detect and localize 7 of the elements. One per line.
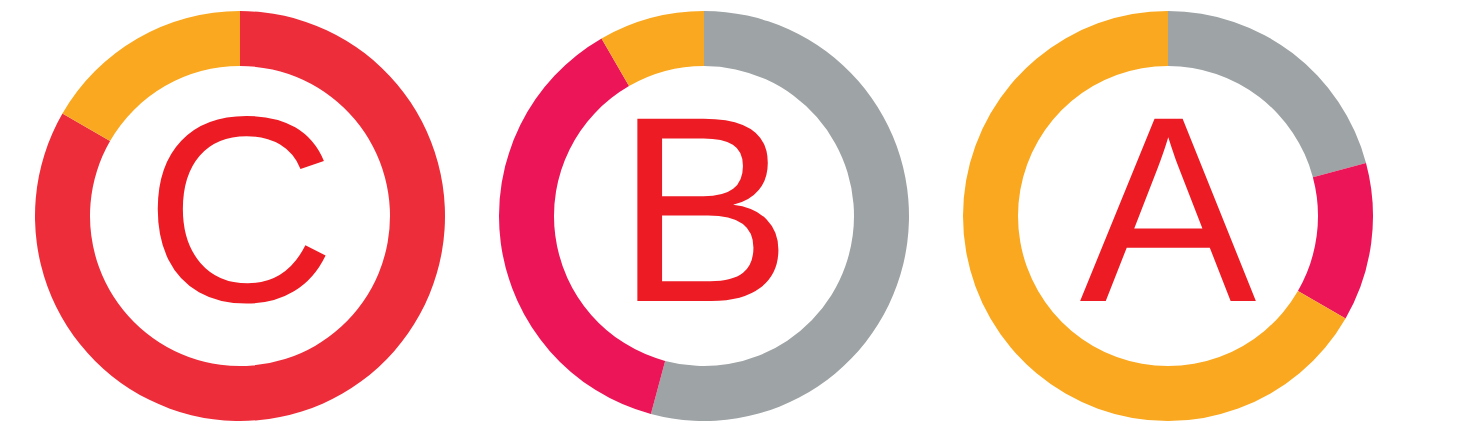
chart-title: C bbox=[144, 61, 336, 357]
donut-slice bbox=[1297, 162, 1373, 319]
donut-slice bbox=[35, 11, 445, 421]
donut-slice bbox=[963, 11, 1346, 421]
chart-title: B bbox=[615, 61, 793, 357]
donut-slice bbox=[601, 11, 704, 87]
chart-title: A bbox=[1079, 61, 1258, 357]
